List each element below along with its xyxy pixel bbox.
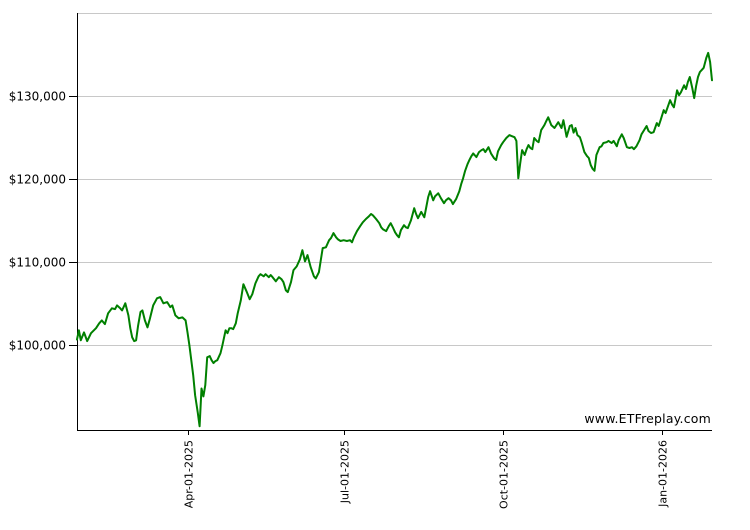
x-axis-tick-label: Oct-01-2025 bbox=[498, 440, 511, 509]
axis-spines bbox=[77, 13, 712, 431]
price-line bbox=[76, 51, 713, 428]
y-axis-tick-label: $100,000 bbox=[9, 339, 66, 353]
x-axis-tick-label: Apr-01-2025 bbox=[183, 440, 196, 508]
etfreplay-watermark: www.ETFreplay.com bbox=[584, 411, 711, 426]
x-axis-tick-label: Jul-01-2025 bbox=[339, 440, 352, 504]
x-axis-tick-label: Jan-01-2026 bbox=[657, 440, 670, 508]
y-axis-tick-label: $120,000 bbox=[9, 173, 66, 187]
y-axis-tick-label: $130,000 bbox=[9, 90, 66, 104]
y-axis-tick-label: $110,000 bbox=[9, 256, 66, 270]
